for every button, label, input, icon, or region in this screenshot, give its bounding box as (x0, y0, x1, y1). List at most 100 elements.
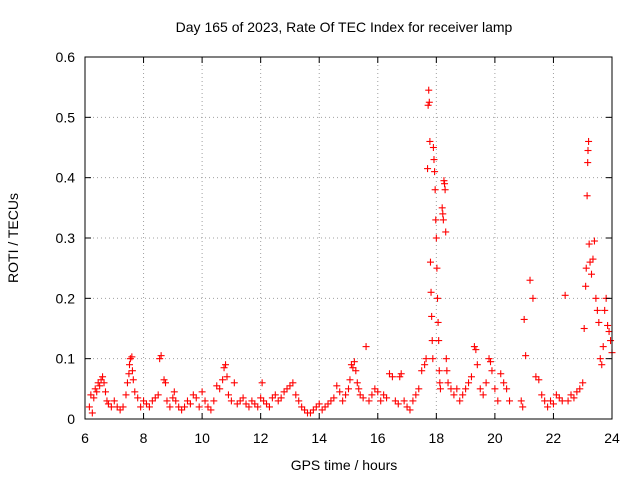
data-point (201, 397, 209, 405)
data-point (99, 373, 107, 381)
data-point (156, 355, 164, 363)
x-tick-label: 16 (370, 430, 386, 446)
y-tick-label: 0.2 (56, 290, 76, 306)
data-point (96, 382, 104, 390)
y-tick-label: 0.4 (56, 170, 76, 186)
data-point (585, 137, 593, 145)
data-point (406, 406, 414, 414)
data-point (312, 403, 320, 411)
data-point (403, 403, 411, 411)
data-point (93, 388, 101, 396)
data-point (140, 397, 148, 405)
x-axis-label: GPS time / hours (291, 457, 398, 473)
data-point (544, 403, 552, 411)
data-point (345, 385, 352, 393)
data-point (330, 394, 338, 402)
data-point (239, 394, 247, 402)
data-point (148, 397, 156, 405)
data-point (472, 346, 480, 354)
data-point (601, 306, 609, 314)
data-point (567, 391, 575, 399)
data-point (175, 403, 183, 411)
data-point (113, 403, 121, 411)
data-point (245, 403, 253, 411)
x-tick-label: 18 (429, 430, 445, 446)
data-point (356, 391, 364, 399)
data-point (590, 237, 598, 245)
data-point (430, 156, 438, 164)
data-point (442, 355, 450, 363)
data-point (573, 388, 581, 396)
data-point (157, 352, 165, 360)
data-point (151, 394, 159, 402)
data-point (154, 391, 162, 399)
data-point (298, 403, 306, 411)
data-point (295, 397, 303, 405)
data-point (216, 385, 224, 393)
data-point (88, 409, 96, 417)
data-point (453, 385, 461, 393)
data-point (552, 391, 560, 399)
data-points (85, 86, 616, 417)
data-point (131, 388, 139, 396)
data-point (90, 394, 98, 402)
data-point (355, 385, 363, 393)
chart-title: Day 165 of 2023, Rate Of TEC Index for r… (176, 19, 513, 35)
data-point (520, 315, 528, 323)
data-point (385, 370, 393, 378)
data-point (582, 264, 590, 272)
data-point (576, 385, 584, 393)
data-point (103, 397, 111, 405)
data-point (444, 379, 452, 387)
data-point (368, 391, 376, 399)
data-point (482, 379, 490, 387)
data-point (324, 400, 332, 408)
data-point (183, 397, 191, 405)
data-point (494, 397, 502, 405)
data-point (85, 403, 93, 411)
data-point (425, 86, 433, 94)
data-point (321, 403, 329, 411)
data-point (268, 394, 276, 402)
data-point (497, 370, 505, 378)
data-point (359, 394, 367, 402)
data-point (265, 403, 273, 411)
y-tick-label: 0 (67, 411, 75, 427)
data-point (584, 159, 592, 167)
x-tick-label: 6 (81, 430, 89, 446)
data-point (377, 397, 385, 405)
data-point (570, 394, 578, 402)
data-point (541, 397, 549, 405)
data-point (260, 397, 268, 405)
data-point (397, 370, 405, 378)
data-point (388, 373, 396, 381)
data-point (94, 379, 102, 387)
data-point (169, 394, 177, 402)
x-axis-ticks: 6 8 10 12 14 16 18 20 22 24 (81, 57, 620, 446)
data-point (145, 403, 153, 411)
data-point (353, 379, 361, 387)
data-point (517, 397, 525, 405)
data-point (443, 367, 451, 375)
data-point (526, 276, 534, 284)
data-point (503, 385, 511, 393)
data-point (104, 400, 112, 408)
data-point (125, 370, 133, 378)
data-point (558, 397, 566, 405)
data-point (350, 358, 358, 366)
data-point (595, 318, 603, 326)
data-point (333, 382, 341, 390)
data-point (137, 403, 145, 411)
data-point (342, 391, 350, 399)
data-point (456, 397, 464, 405)
data-point (434, 318, 442, 326)
data-point (450, 391, 458, 399)
data-point (547, 397, 555, 405)
data-point (318, 406, 326, 414)
x-tick-label: 22 (546, 430, 562, 446)
data-point (170, 388, 178, 396)
data-point (315, 400, 323, 408)
data-point (101, 388, 109, 396)
data-point (213, 382, 221, 390)
